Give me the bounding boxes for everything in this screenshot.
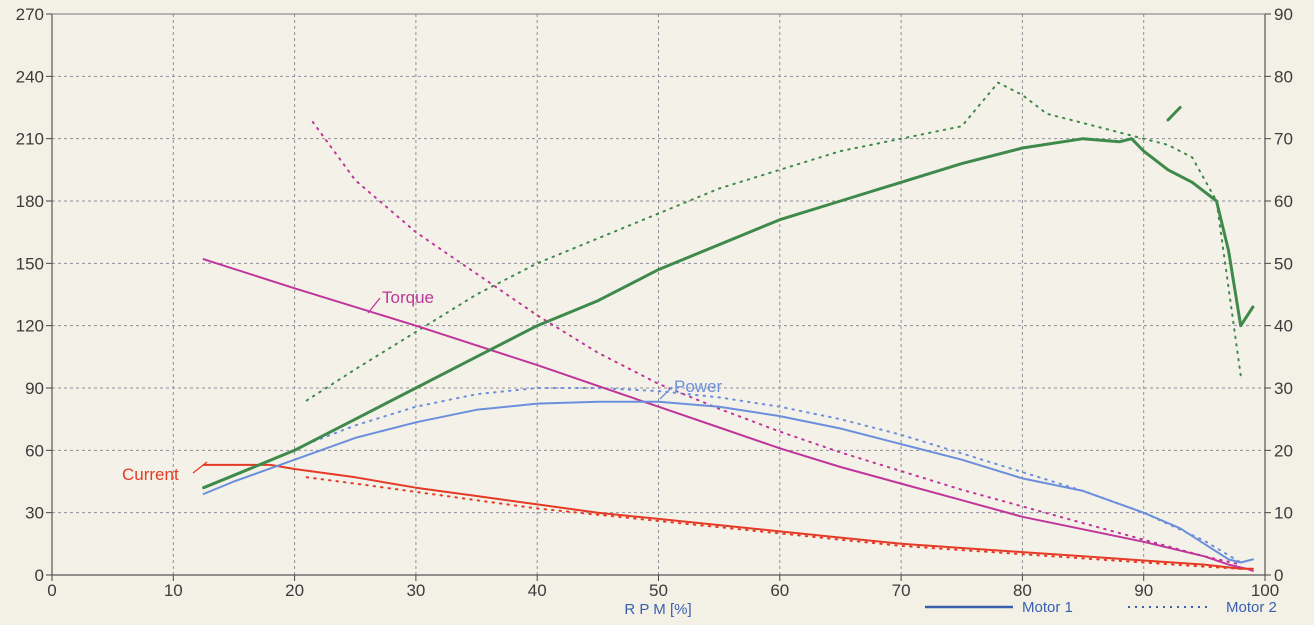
x-tick-label: 30: [406, 581, 425, 600]
x-tick-label: 100: [1251, 581, 1279, 600]
x-tick-label: 70: [892, 581, 911, 600]
curve-motor2-line: [305, 81, 1242, 402]
current-motor1-line: [202, 463, 1254, 570]
curve-motor1-line: [1166, 106, 1182, 122]
y-right-tick-label: 90: [1274, 5, 1293, 24]
current-leader: [192, 461, 208, 474]
torque-leader: [367, 297, 381, 314]
y-left-tick-label: 60: [25, 441, 44, 460]
y-left-tick-label: 30: [25, 504, 44, 523]
x-tick-label: 0: [47, 581, 56, 600]
y-right-tick-label: 50: [1274, 254, 1293, 273]
curve-motor2-line: [305, 476, 1242, 570]
power-leader: [659, 386, 673, 400]
legend-motor1-label: Motor 1: [1022, 599, 1073, 616]
y-left-tick-label: 180: [16, 192, 44, 211]
y-right-tick-label: 10: [1274, 504, 1293, 523]
legend-motor2-label: Motor 2: [1226, 599, 1277, 616]
y-right-tick-label: 80: [1274, 67, 1293, 86]
x-tick-label: 50: [649, 581, 668, 600]
x-tick-label: 80: [1013, 581, 1032, 600]
torque-motor1-line: [202, 258, 1254, 572]
series-layer: [202, 81, 1255, 572]
x-tick-label: 10: [164, 581, 183, 600]
y-left-tick-label: 150: [16, 254, 44, 273]
plot-area: [52, 14, 1265, 575]
y-right-tick-label: 30: [1274, 379, 1293, 398]
y-left-tick-label: 120: [16, 317, 44, 336]
power-label: Power: [674, 377, 723, 396]
torque-label: Torque: [382, 288, 434, 307]
y-left-tick-label: 0: [35, 566, 44, 585]
y-left-tick-label: 210: [16, 130, 44, 149]
y-right-tick-label: 40: [1274, 317, 1293, 336]
x-axis-label: R P M [%]: [624, 601, 691, 618]
y-left-tick-label: 90: [25, 379, 44, 398]
x-tick-label: 90: [1134, 581, 1153, 600]
grid: [52, 14, 1265, 575]
y-right-tick-label: 20: [1274, 441, 1293, 460]
axes: 0 10 20 30 40 50 60 70 80 90 100030609012015018021…: [16, 5, 1293, 600]
x-tick-label: 20: [285, 581, 304, 600]
y-left-tick-label: 240: [16, 67, 44, 86]
legend: Motor 1 Motor 2: [925, 599, 1277, 616]
y-right-tick-label: 0: [1274, 566, 1283, 585]
curve-motor2-line: [311, 121, 1242, 566]
x-tick-label: 40: [528, 581, 547, 600]
annotation-layer: Torque Power Current: [122, 288, 723, 484]
y-left-tick-label: 270: [16, 5, 44, 24]
current-label: Current: [122, 465, 179, 484]
curve-motor1-line: [202, 137, 1255, 490]
power-motor1-line: [202, 400, 1254, 564]
y-right-tick-label: 60: [1274, 192, 1293, 211]
x-tick-label: 60: [770, 581, 789, 600]
y-right-tick-label: 70: [1274, 130, 1293, 149]
